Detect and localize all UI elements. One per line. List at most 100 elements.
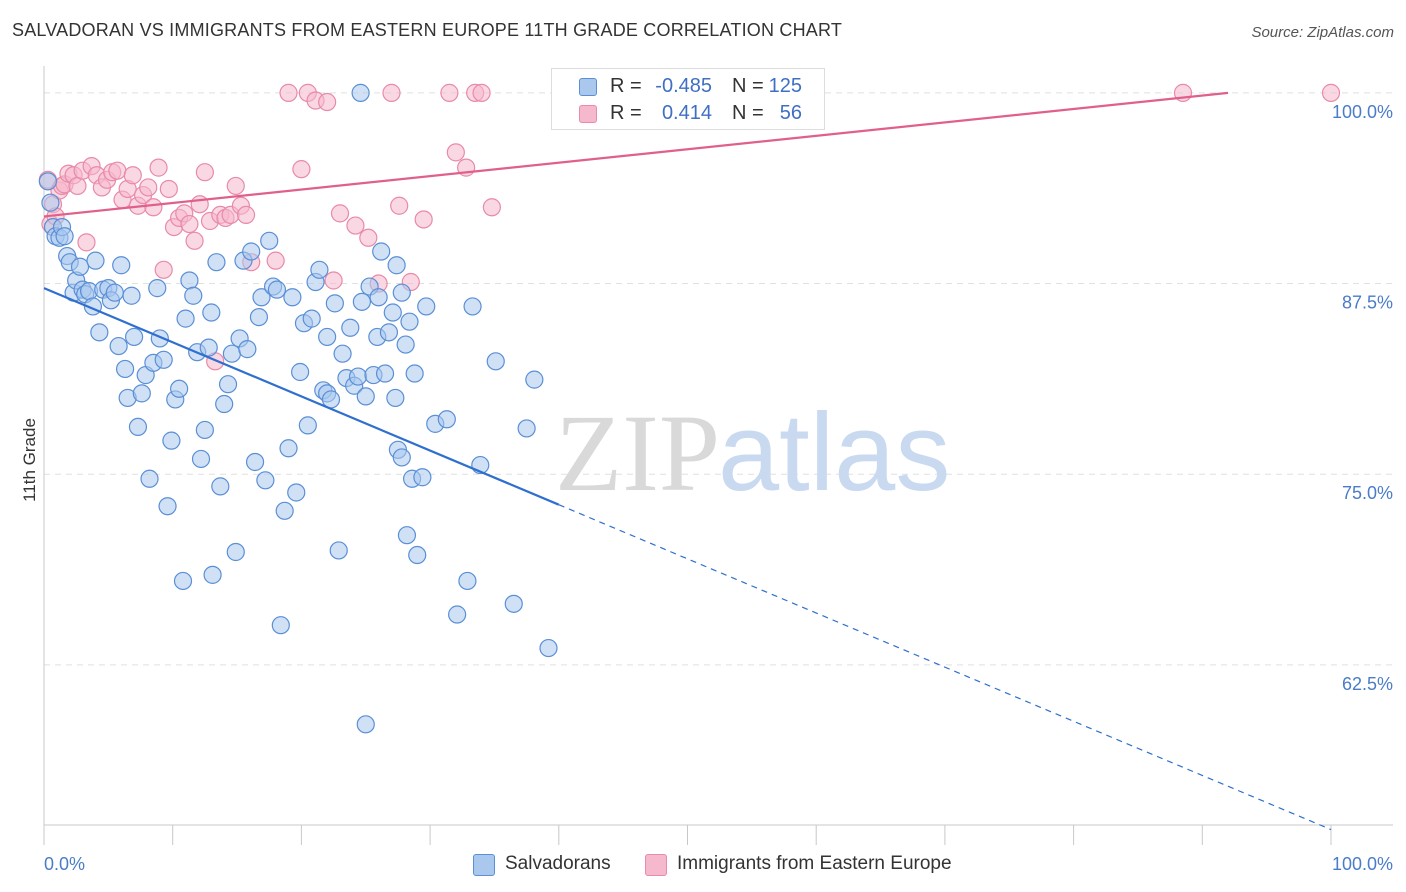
immigrants-point-33 [190,195,209,214]
salvadorans-point-88 [356,387,375,406]
salvadorans-point-66 [271,616,290,635]
salvadorans-point-42 [180,271,199,290]
axes [43,66,1393,845]
immigrants-point-53 [382,83,401,102]
salvadorans-point-31 [140,469,159,488]
salvadorans-point-119 [517,419,536,438]
salvadorans-point-58 [242,242,261,261]
y-tick-label-1: 75.0% [1342,483,1393,503]
salvadorans-point-45 [191,449,211,469]
salvadorans-point-6 [55,227,74,246]
salvadorans-point-86 [348,367,368,386]
x-tick-label-min: 0.0% [44,854,85,874]
salvadorans-point-121 [539,638,558,658]
salvadorans-point-51 [215,394,234,414]
salvadorans-point-69 [283,288,302,307]
salvadorans-trend-line [43,287,560,506]
salvadorans-point-97 [392,283,411,302]
salvadorans-point-118 [504,594,523,613]
x-tick-label-max: 100.0% [1332,854,1393,874]
immigrants-point-42 [236,205,256,224]
salvadorans-point-74 [302,309,321,328]
legend-label-immigrants: Immigrants from Eastern Europe [677,853,952,874]
immigrants-point-57 [440,83,459,102]
salvadorans-point-54 [226,542,245,562]
immigrants-point-31 [180,214,199,234]
immigrants-point-61 [472,83,491,102]
salvadorans-point-48 [203,565,222,584]
salvadorans-point-63 [260,231,279,250]
salvadorans-point-47 [199,338,218,357]
watermark-zip: ZIP [555,392,720,514]
salvadorans-point-92 [372,242,391,261]
salvadorans-point-62 [256,471,275,490]
legend-swatch-blue [579,78,597,96]
salvadorans-point-76 [310,260,329,279]
immigrants-point-65 [330,204,350,223]
salvadorans-point-70 [287,483,306,502]
salvadorans-point-94 [379,323,399,342]
salvadorans-point-113 [448,605,467,624]
salvadorans-point-11 [70,257,90,276]
salvadorans-point-114 [458,571,477,591]
grid-lines [44,92,1393,666]
salvadorans-point-116 [463,297,482,316]
immigrants-point-25 [149,158,168,177]
immigrants-point-48 [318,92,337,112]
y-tick-labels: 62.5% 75.0% 87.5% 100.0% [1332,102,1393,694]
salvadorans-point-61 [252,288,271,307]
y-tick-label-0: 62.5% [1342,674,1393,694]
series-legend: Salvadorans Immigrants from Eastern Euro… [0,850,1406,880]
salvadorans-point-122 [369,288,388,307]
legend-swatch-pink [645,854,667,876]
legend-n-value: 56 [779,102,802,124]
salvadorans-point-110 [417,297,436,316]
salvadorans-trend-extension [558,504,1332,831]
salvadorans-point-37 [162,431,181,450]
immigrants-point-11 [77,233,96,252]
salvadorans-point-112 [437,410,456,429]
immigrants-point-58 [446,143,465,162]
salvadorans-point-81 [329,541,348,560]
legend-r-value: -0.485 [655,75,712,97]
salvadorans-point-82 [333,344,352,363]
immigrants-point-9 [68,176,87,196]
salvadorans-point-36 [158,497,177,516]
salvadorans-point-65 [267,280,287,299]
legend-swatch-pink [579,105,597,123]
salvadorans-point-52 [218,375,238,394]
salvadorans-point-84 [341,318,360,337]
salvadorans-point-123 [318,327,337,347]
salvadorans-point-71 [291,362,310,382]
salvadorans-point-28 [128,417,148,437]
salvadorans-point-21 [105,283,124,302]
salvadorans-point-16 [86,251,105,270]
immigrants-point-24 [144,198,163,217]
series-salvadorans-points [38,83,558,734]
salvadorans-point-68 [279,439,298,458]
salvadorans-point-93 [375,364,395,383]
immigrants-point-66 [346,216,365,235]
salvadorans-point-96 [387,256,406,275]
immigrants-point-32 [185,231,204,250]
salvadorans-point-23 [112,256,131,275]
salvadorans-point-43 [184,286,203,305]
salvadorans-point-53 [222,344,242,363]
immigrants-point-50 [292,160,311,179]
salvadorans-point-109 [413,468,432,487]
salvadorans-point-59 [245,452,265,472]
immigrants-point-64 [1321,83,1341,102]
salvadorans-point-103 [386,388,405,408]
x-tick-labels: 0.0% 100.0% [44,854,1393,874]
immigrants-point-62 [482,198,501,217]
salvadorans-point-29 [132,384,151,403]
immigrants-point-51 [359,228,378,247]
salvadorans-point-67 [275,501,294,520]
immigrants-point-23 [139,178,158,197]
chart-source: Source: ZipAtlas.com [1251,24,1394,41]
salvadorans-point-40 [173,571,193,591]
salvadorans-point-106 [397,526,417,545]
salvadorans-point-24 [115,359,135,379]
immigrants-point-34 [195,163,214,182]
